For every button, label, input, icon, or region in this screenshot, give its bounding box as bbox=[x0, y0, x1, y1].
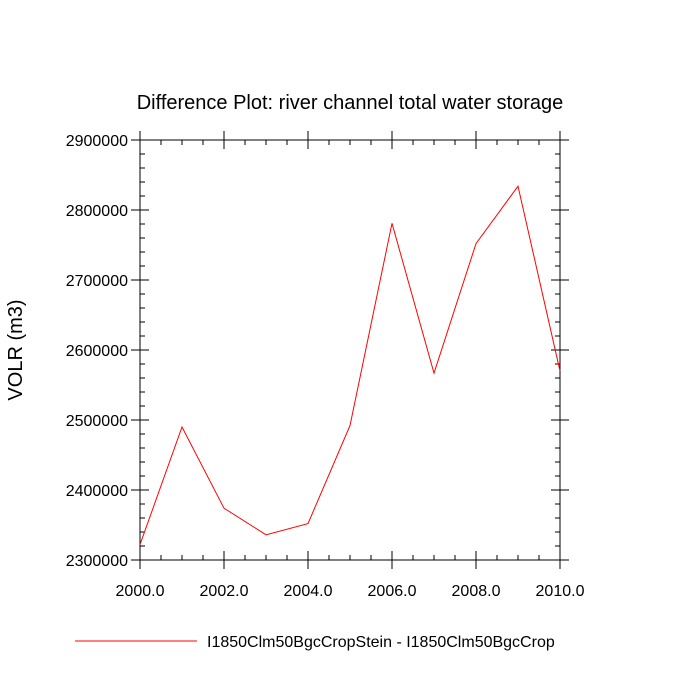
axis-tick-labels: 2000.0 2002.0 2004.0 2006.0 2008.0 2010.0 2300… bbox=[66, 133, 585, 600]
y-tick-label: 2700000 bbox=[66, 273, 128, 290]
legend: I1850Clm50BgcCropStein - I1850Clm50BgcCr… bbox=[75, 634, 555, 651]
y-tick-label: 2600000 bbox=[66, 343, 128, 360]
plot-frame bbox=[139, 139, 561, 561]
legend-label: I1850Clm50BgcCropStein - I1850Clm50BgcCr… bbox=[207, 634, 555, 651]
x-tick-label: 2010.0 bbox=[536, 583, 585, 600]
y-tick-label: 2400000 bbox=[66, 483, 128, 500]
chart-title: Difference Plot: river channel total wat… bbox=[137, 92, 564, 114]
series-line bbox=[139, 185, 561, 545]
y-tick-label: 2800000 bbox=[66, 203, 128, 220]
axis-ticks bbox=[131, 131, 569, 569]
x-tick-label: 2000.0 bbox=[116, 583, 165, 600]
y-tick-label: 2500000 bbox=[66, 413, 128, 430]
y-tick-label: 2900000 bbox=[66, 133, 128, 150]
x-tick-label: 2004.0 bbox=[284, 583, 333, 600]
x-tick-label: 2008.0 bbox=[452, 583, 501, 600]
y-tick-label: 2300000 bbox=[66, 553, 128, 570]
x-tick-label: 2002.0 bbox=[200, 583, 249, 600]
series-lines bbox=[139, 185, 561, 545]
x-tick-label: 2006.0 bbox=[368, 583, 417, 600]
y-axis-label: VOLR (m3) bbox=[5, 299, 27, 400]
